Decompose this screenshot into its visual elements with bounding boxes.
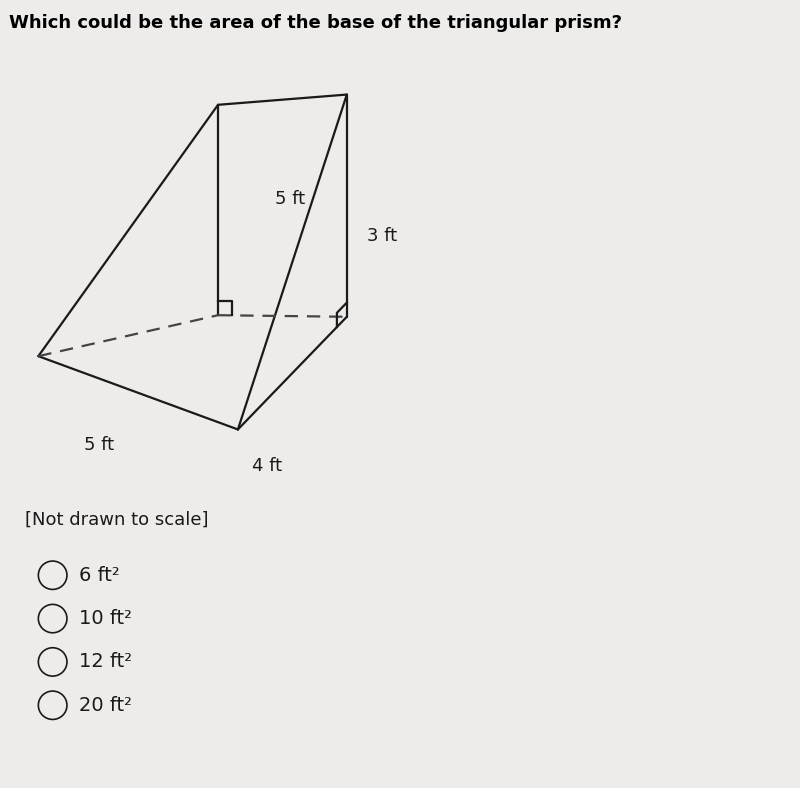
Text: 3 ft: 3 ft bbox=[366, 228, 397, 245]
Text: 12 ft²: 12 ft² bbox=[79, 652, 132, 671]
Text: 6 ft²: 6 ft² bbox=[79, 566, 120, 585]
Text: 4 ft: 4 ft bbox=[252, 457, 282, 475]
Text: 5 ft: 5 ft bbox=[85, 437, 114, 454]
Text: Which could be the area of the base of the triangular prism?: Which could be the area of the base of t… bbox=[9, 14, 622, 32]
Text: 10 ft²: 10 ft² bbox=[79, 609, 132, 628]
Text: 5 ft: 5 ft bbox=[275, 190, 306, 207]
Text: 20 ft²: 20 ft² bbox=[79, 696, 132, 715]
Text: [Not drawn to scale]: [Not drawn to scale] bbox=[25, 511, 208, 529]
